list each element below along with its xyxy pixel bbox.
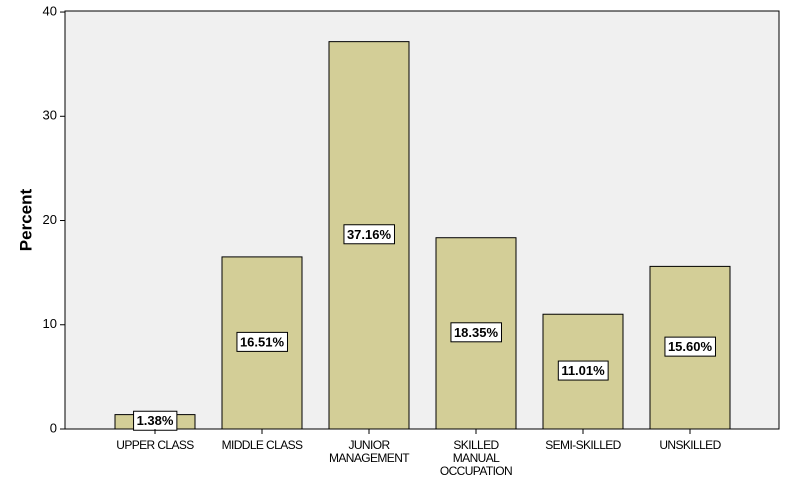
- value-label-box: [664, 336, 716, 357]
- y-tick-label: 30: [43, 108, 57, 123]
- value-label: 11.01%: [561, 363, 605, 378]
- y-tick-label: 20: [43, 212, 57, 227]
- x-tick-label: MIDDLE CLASS: [221, 438, 303, 452]
- y-tick-label: 40: [43, 3, 57, 18]
- y-axis-label: Percent: [16, 188, 35, 251]
- y-tick-label: 0: [50, 420, 57, 435]
- y-tick-label: 10: [43, 316, 57, 331]
- value-label-box: [343, 224, 395, 245]
- x-tick-label: SEMI-SKILLED: [545, 438, 621, 452]
- x-tick-label: SKILLED MANUAL OCCUPATION: [439, 438, 513, 478]
- value-label: 18.35%: [454, 325, 499, 340]
- value-label: 1.38%: [137, 413, 174, 428]
- value-label: 15.60%: [668, 339, 713, 354]
- x-tick-label: UNSKILLED: [659, 438, 721, 452]
- value-label: 37.16%: [347, 227, 392, 242]
- value-label-box: [236, 331, 288, 352]
- value-label-box: [450, 322, 502, 343]
- x-tick-label: UPPER CLASS: [116, 438, 194, 452]
- x-tick-label: JUNIOR MANAGEMENT: [328, 438, 410, 465]
- value-label: 16.51%: [240, 334, 285, 349]
- value-label-box: [557, 360, 609, 381]
